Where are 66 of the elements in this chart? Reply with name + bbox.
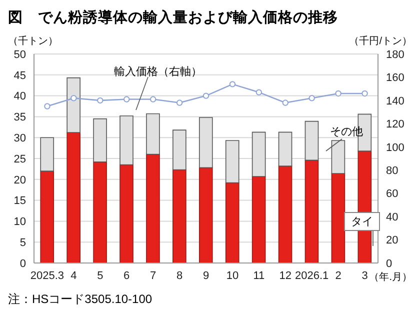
y-tick-label: 15 xyxy=(14,195,26,208)
chart-title: 図 でん粉誘導体の輸入量および輸入価格の推移 xyxy=(8,8,338,27)
bar xyxy=(252,176,266,263)
point xyxy=(97,97,104,104)
y-tick-label: 0 xyxy=(20,258,26,270)
point xyxy=(70,95,77,102)
x-tick-label: 11 xyxy=(253,270,265,282)
x-tick-label: 3 xyxy=(362,270,368,282)
point xyxy=(44,103,50,110)
x-tick-label: 12 xyxy=(279,270,292,282)
y2-tick-label: 0 xyxy=(386,258,392,270)
point xyxy=(256,89,262,96)
bar xyxy=(93,161,107,263)
x-tick-label: 7 xyxy=(150,270,156,282)
bar xyxy=(225,182,240,263)
bar xyxy=(40,170,54,263)
point xyxy=(202,92,210,99)
bar xyxy=(146,154,160,263)
y2-tick-label: 100 xyxy=(386,142,404,154)
point xyxy=(308,95,315,102)
y-tick-label: 35 xyxy=(14,112,26,124)
y-tick-label: 30 xyxy=(14,132,26,145)
bar xyxy=(304,160,319,263)
point xyxy=(229,81,236,88)
x-tick-label: 4 xyxy=(70,270,77,282)
x-tick-label: 10 xyxy=(226,270,239,282)
x-tick-label: 9 xyxy=(202,270,210,282)
bar xyxy=(331,173,346,263)
y2-tick-label: 180 xyxy=(386,48,404,61)
x-axis-title: （年.月） xyxy=(369,271,412,284)
y2-tick-label: 20 xyxy=(386,234,398,247)
x-tick-label: 2 xyxy=(335,270,342,282)
point xyxy=(176,100,183,106)
point xyxy=(150,96,156,102)
point xyxy=(282,100,288,106)
x-tick-label: 6 xyxy=(124,270,130,282)
series-label: タイ xyxy=(344,212,380,231)
y2-axis-title: （千円/トン） xyxy=(349,34,412,48)
y2-tick-label: 40 xyxy=(386,211,398,224)
y-axis-title: （千トン） xyxy=(8,34,58,48)
y2-tick-label: 80 xyxy=(386,165,398,178)
x-tick-label: 2026.1 xyxy=(295,270,329,282)
x-tick-label: 8 xyxy=(176,270,183,282)
y2-tick-label: 160 xyxy=(386,72,404,84)
bar xyxy=(120,164,134,263)
series-label: 輸入価格（右軸） xyxy=(114,65,202,79)
point xyxy=(335,90,342,97)
y2-tick-label: 60 xyxy=(386,188,398,200)
point xyxy=(362,90,368,97)
x-tick-label: 5 xyxy=(97,270,104,282)
bar xyxy=(198,167,213,263)
text: 注：HSコード3505.10-100 xyxy=(8,291,152,308)
point xyxy=(124,96,130,102)
y-tick-label: 45 xyxy=(14,70,26,82)
y-tick-label: 5 xyxy=(20,237,26,250)
y-tick-label: 20 xyxy=(14,174,26,186)
y2-tick-label: 140 xyxy=(386,95,404,108)
y-tick-label: 10 xyxy=(14,216,26,228)
bar xyxy=(278,166,292,263)
y-tick-label: 40 xyxy=(14,90,26,103)
y-tick-label: 25 xyxy=(14,153,26,166)
y-tick-label: 50 xyxy=(14,48,26,61)
bar xyxy=(66,132,80,263)
bar xyxy=(172,169,186,263)
y2-tick-label: 120 xyxy=(386,118,404,131)
x-tick-label: 2025.3 xyxy=(30,270,64,282)
